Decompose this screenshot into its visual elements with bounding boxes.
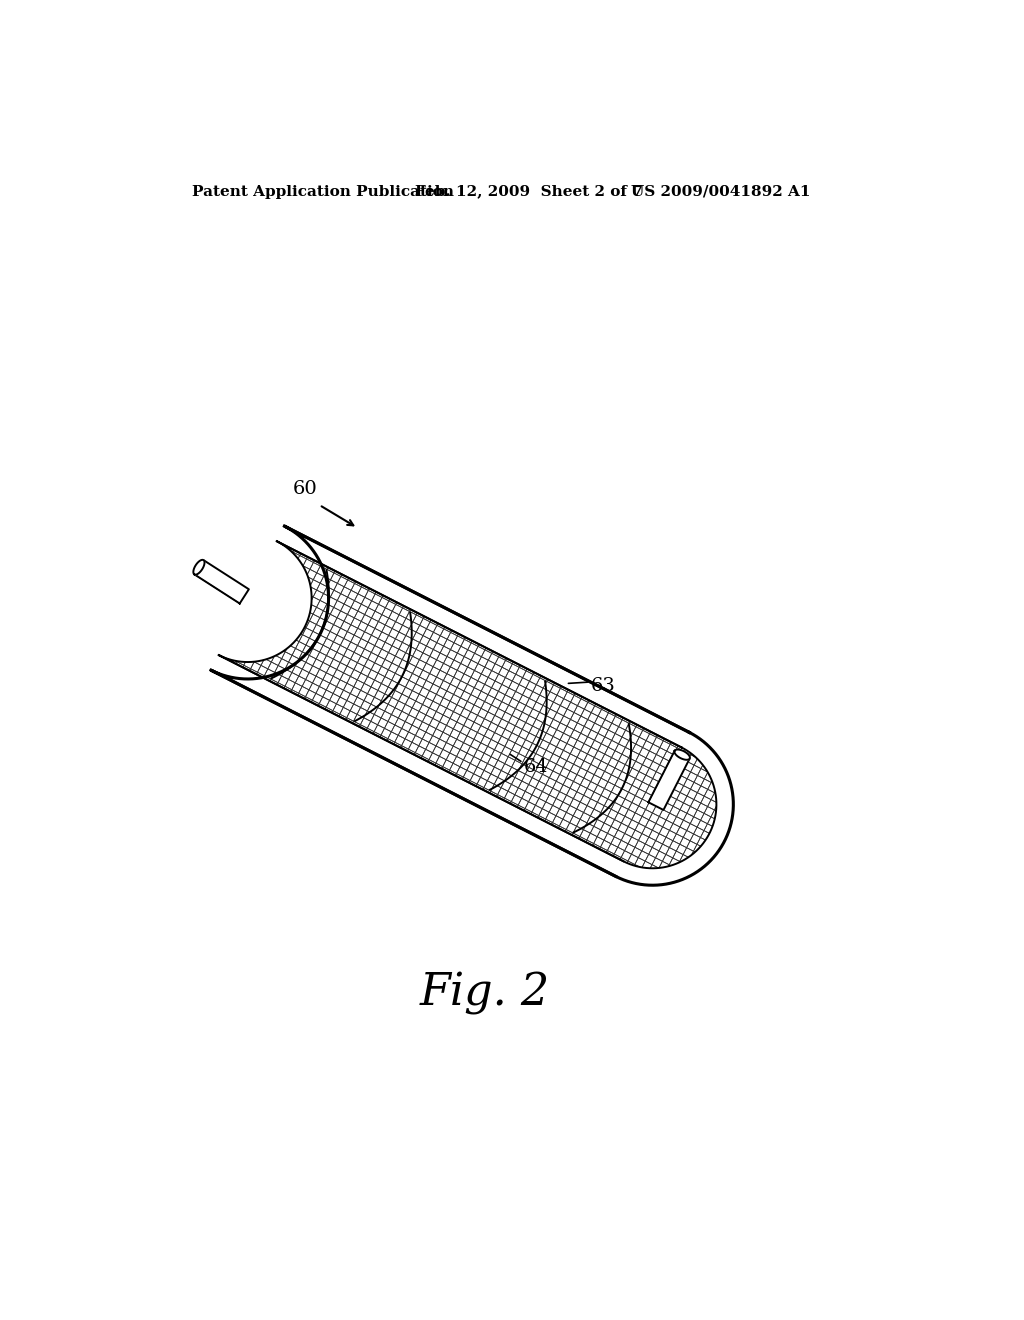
Text: 60: 60 (292, 480, 317, 499)
Polygon shape (648, 751, 690, 810)
Text: Feb. 12, 2009  Sheet 2 of 7: Feb. 12, 2009 Sheet 2 of 7 (416, 185, 643, 198)
Text: 64: 64 (523, 758, 548, 776)
Polygon shape (195, 560, 249, 603)
Text: US 2009/0041892 A1: US 2009/0041892 A1 (631, 185, 811, 198)
Polygon shape (219, 541, 717, 869)
Text: 63: 63 (590, 677, 615, 694)
Text: Patent Application Publication: Patent Application Publication (193, 185, 455, 198)
Text: Fig. 2: Fig. 2 (419, 973, 550, 1015)
Polygon shape (194, 560, 205, 574)
Polygon shape (675, 750, 690, 760)
Polygon shape (211, 527, 733, 886)
